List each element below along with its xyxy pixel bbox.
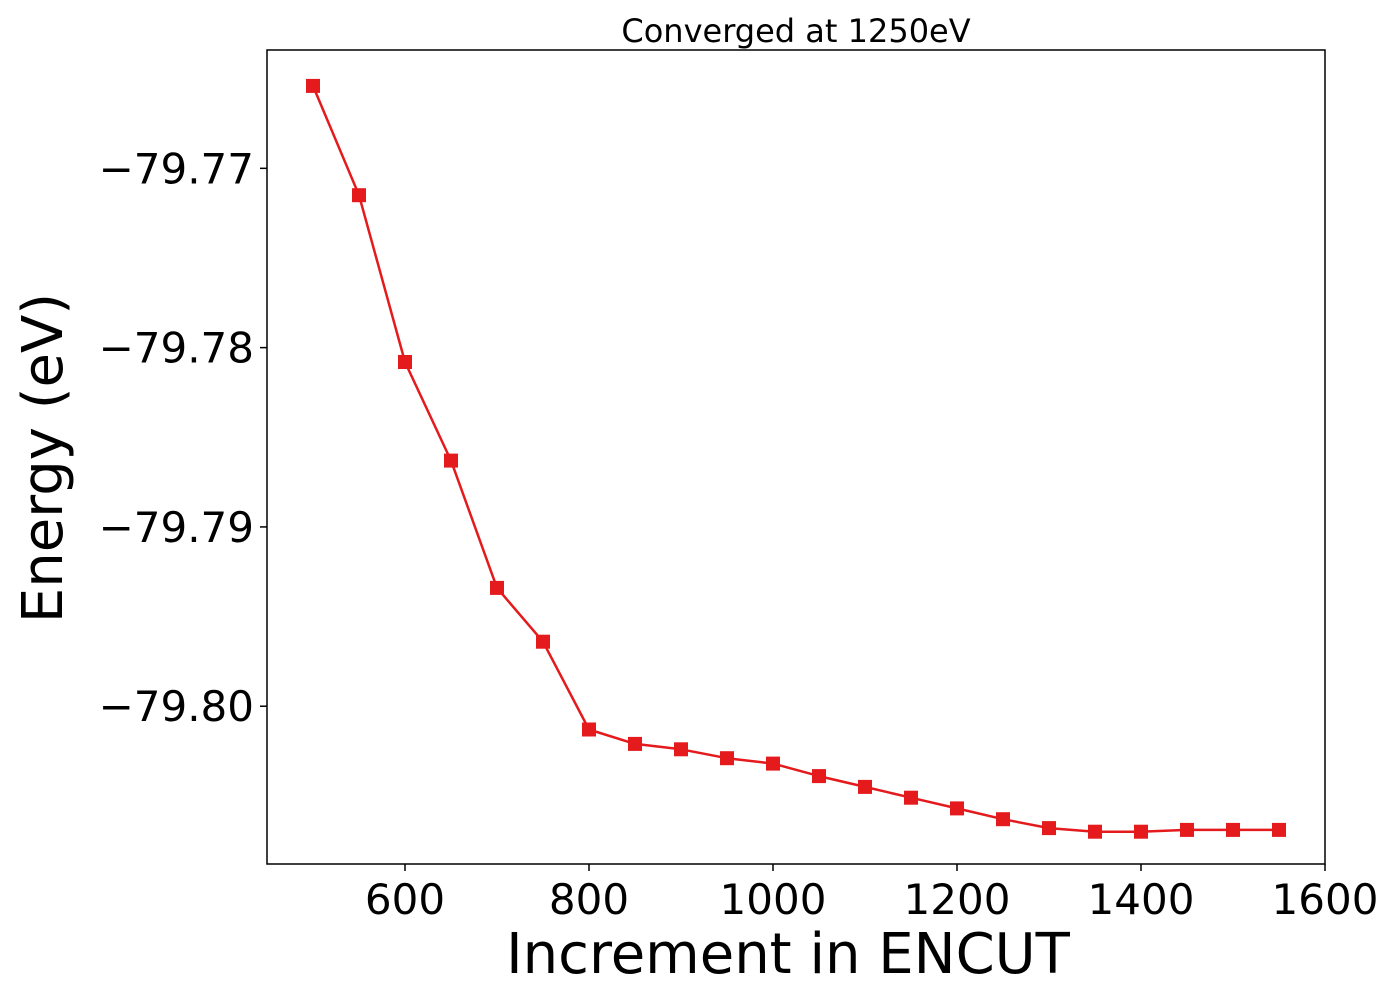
data-point-marker: [1042, 821, 1056, 836]
data-point-marker: [674, 742, 688, 757]
data-point-marker: [996, 812, 1010, 827]
data-point-marker: [1272, 822, 1286, 837]
data-point-marker: [628, 736, 642, 751]
y-axis-ticks: −79.77 −79.78 −79.79 −79.80: [99, 144, 267, 731]
data-point-marker: [858, 779, 872, 794]
x-tick-label: 600: [365, 875, 445, 924]
y-tick-label: −79.77: [99, 144, 254, 193]
data-point-marker: [1088, 824, 1102, 839]
chart-title: Converged at 1250eV: [621, 12, 970, 50]
y-axis-label: Energy (eV): [11, 293, 76, 623]
data-point-marker: [398, 355, 412, 369]
data-point-marker: [1134, 824, 1148, 839]
y-tick-label: −79.78: [99, 324, 254, 373]
x-tick-label: 1600: [1272, 875, 1379, 924]
data-point-marker: [766, 756, 780, 771]
data-point-marker: [306, 78, 320, 93]
x-tick-label: 800: [549, 875, 629, 924]
data-point-marker: [1226, 822, 1240, 837]
x-axis-label: Increment in ENCUT: [506, 922, 1071, 987]
data-point-marker: [1180, 822, 1194, 837]
plot-frame: [266, 49, 1326, 865]
data-point-marker: [536, 634, 550, 649]
data-point-marker: [582, 722, 596, 737]
data-point-marker: [904, 790, 918, 805]
series-line: [311, 85, 1279, 833]
x-tick-label: 1000: [720, 875, 827, 924]
x-tick-label: 1200: [904, 875, 1011, 924]
y-tick-label: −79.79: [99, 503, 254, 552]
data-point-marker: [352, 188, 366, 203]
data-point-marker: [720, 751, 734, 766]
data-point-marker: [950, 801, 964, 816]
x-tick-label: 1400: [1088, 875, 1195, 924]
x-axis-ticks: 600 800 1000 1200 1400 1600: [365, 864, 1379, 924]
plot-layer: [306, 78, 1286, 839]
data-point-marker: [444, 453, 458, 468]
y-tick-label: −79.80: [99, 682, 254, 731]
data-point-marker: [812, 769, 826, 784]
data-point-marker: [490, 580, 504, 595]
